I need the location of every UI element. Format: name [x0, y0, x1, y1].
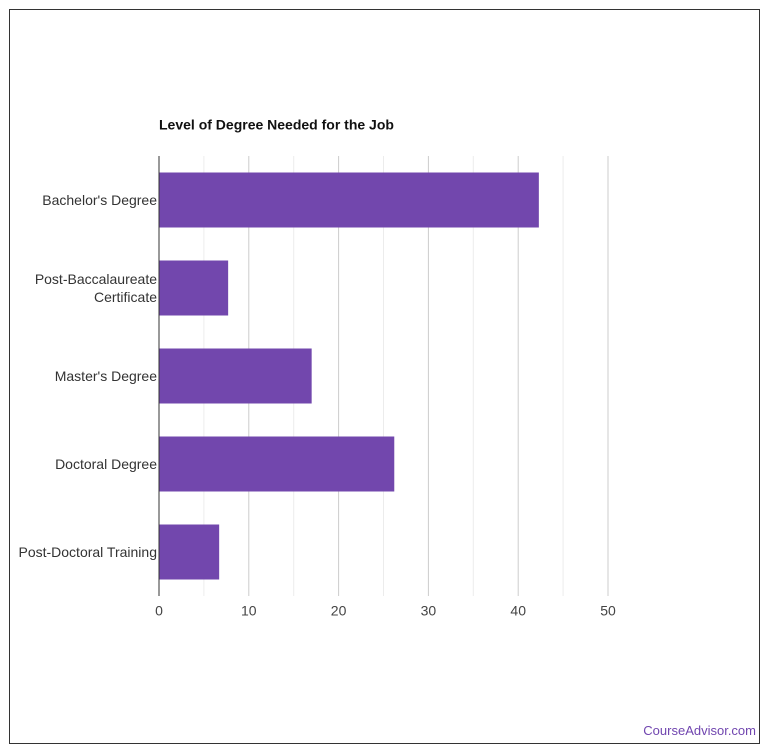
x-tick-label: 20 [331, 603, 347, 619]
y-tick-label: Master's Degree [54, 368, 157, 384]
y-tick-label: Post-Baccalaureate Certificate [34, 271, 157, 305]
y-tick-label: Post-Doctoral Training [18, 544, 157, 560]
y-tick-label: Doctoral Degree [55, 456, 157, 472]
bar [159, 436, 395, 492]
x-tick-label: 10 [241, 603, 257, 619]
chart-title: Level of Degree Needed for the Job [159, 117, 394, 133]
x-tick-label: 0 [155, 603, 163, 619]
x-tick-label: 40 [510, 603, 526, 619]
bar [159, 348, 312, 404]
x-tick-label: 50 [600, 603, 616, 619]
x-tick-label: 30 [421, 603, 437, 619]
y-tick-label: Bachelor's Degree [42, 192, 157, 208]
bar [159, 172, 539, 228]
bar [159, 260, 229, 316]
frame [9, 9, 760, 744]
bar [159, 524, 220, 580]
credit-link[interactable]: CourseAdvisor.com [643, 723, 756, 738]
